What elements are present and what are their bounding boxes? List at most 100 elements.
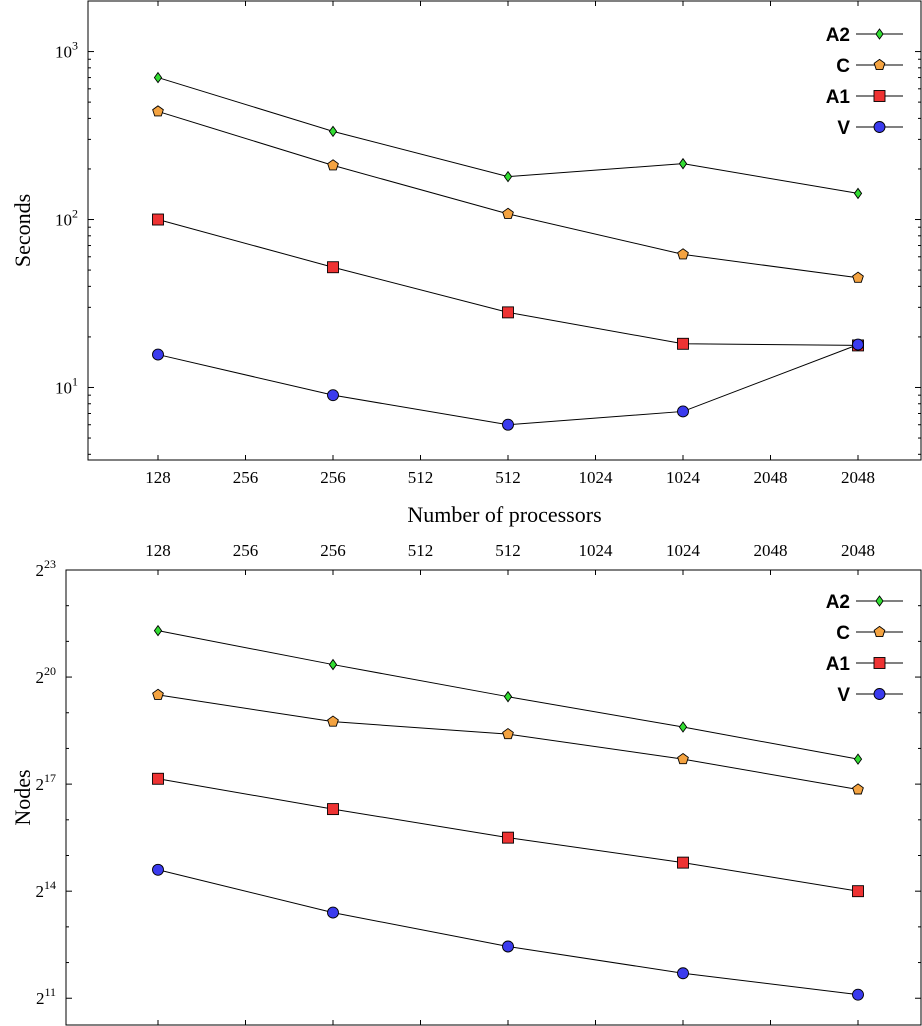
y-tick-label-base: 10 (55, 211, 72, 230)
data-point (503, 170, 513, 183)
data-point (502, 418, 514, 431)
legend-marker (873, 90, 886, 102)
data-point (152, 348, 164, 361)
data-point (327, 803, 339, 816)
x-tick-label: 2048 (754, 468, 788, 487)
series-A1 (152, 772, 864, 898)
x-tick-label: 256 (233, 468, 259, 487)
data-point (852, 271, 864, 283)
series-A2 (153, 624, 863, 765)
legend-label: C (836, 623, 850, 644)
legend-marker (875, 595, 884, 607)
legend-label: A2 (826, 592, 850, 613)
x-tick-label: 256 (233, 541, 259, 560)
x-tick-label: 256 (320, 468, 346, 487)
y-tick-label-base: 2 (36, 989, 45, 1008)
legend-label: A2 (826, 25, 850, 46)
y-axis-title: Nodes (10, 769, 35, 825)
y-tick-label: 223 (36, 557, 57, 580)
y-tick-label-base: 2 (36, 882, 45, 901)
data-point (327, 159, 339, 171)
data-point (677, 856, 689, 869)
legend-marker (873, 625, 886, 637)
data-point (328, 125, 338, 138)
y-tick-label: 217 (36, 771, 57, 794)
data-point (677, 405, 689, 418)
data-point (502, 728, 514, 740)
y-tick-label-exp: 2 (72, 207, 78, 221)
y-axis-title: Seconds (10, 194, 35, 267)
legend-marker (875, 28, 884, 40)
x-tick-label: 1024 (666, 541, 701, 560)
x-tick-label: 128 (145, 468, 171, 487)
x-tick-label: 1024 (579, 468, 614, 487)
y-tick-label-exp: 20 (44, 664, 56, 678)
series-line (157, 344, 859, 426)
nodes-chart: 128 256 256 512 512 1024 1024 2048 2048211214217… (10, 541, 922, 1026)
data-point (328, 658, 338, 671)
legend-label: V (837, 118, 850, 139)
y-tick-label-exp: 14 (44, 878, 56, 892)
x-tick-label: 2048 (841, 468, 875, 487)
x-axis-title: Number of processors (407, 502, 601, 527)
series-C (152, 105, 864, 283)
series-A1 (152, 213, 864, 352)
y-tick-label-base: 2 (36, 561, 45, 580)
x-tick-label: 512 (408, 541, 434, 560)
y-tick-label-exp: 11 (44, 985, 56, 999)
data-point (852, 338, 864, 351)
series-line (157, 869, 859, 996)
data-point (502, 940, 514, 953)
x-tick-label: 256 (320, 541, 346, 560)
series-line (157, 219, 859, 346)
y-tick-label-base: 2 (36, 668, 45, 687)
y-tick-label: 103 (55, 39, 78, 62)
legend-label: V (837, 685, 850, 706)
data-point (327, 715, 339, 727)
data-point (678, 721, 688, 733)
data-point (677, 967, 689, 980)
data-point (678, 157, 688, 170)
x-tick-label: 512 (408, 468, 434, 487)
x-tick-label: 128 (145, 541, 171, 560)
data-point (677, 752, 689, 765)
y-tick-label-exp: 3 (72, 39, 78, 53)
y-tick-label: 214 (36, 878, 57, 901)
data-point (327, 389, 339, 402)
data-point (502, 207, 514, 219)
data-point (502, 831, 514, 844)
legend-label: A1 (826, 654, 851, 675)
legend-marker (873, 657, 886, 669)
data-point (852, 988, 864, 1001)
legend-marker (873, 121, 886, 133)
data-point (677, 248, 689, 260)
x-tick-label: 512 (495, 468, 521, 487)
data-point (153, 71, 163, 84)
seconds-chart: 128 256 256 512 512 1024 1024 2048 2048101102103… (10, 0, 922, 527)
y-tick-label-exp: 17 (44, 771, 56, 785)
data-point (153, 624, 163, 637)
series-line (157, 110, 859, 279)
series-A2 (153, 71, 863, 200)
y-tick-label-exp: 1 (72, 374, 78, 388)
plot-frame (87, 0, 922, 461)
data-point (152, 863, 164, 876)
x-tick-label: 512 (495, 541, 521, 560)
series-V (152, 338, 864, 431)
x-tick-label: 1024 (579, 541, 614, 560)
y-tick-label: 211 (36, 985, 56, 1008)
y-tick-label: 102 (55, 207, 78, 230)
data-point (853, 753, 863, 765)
series-V (152, 863, 864, 1001)
data-point (852, 885, 864, 898)
data-point (503, 690, 513, 703)
series-line (157, 694, 859, 790)
data-point (327, 261, 339, 274)
data-point (677, 337, 689, 350)
legend-label: C (836, 56, 850, 77)
data-point (152, 105, 164, 117)
data-point (152, 772, 164, 785)
data-point (502, 306, 514, 319)
y-tick-label-base: 2 (36, 775, 45, 794)
